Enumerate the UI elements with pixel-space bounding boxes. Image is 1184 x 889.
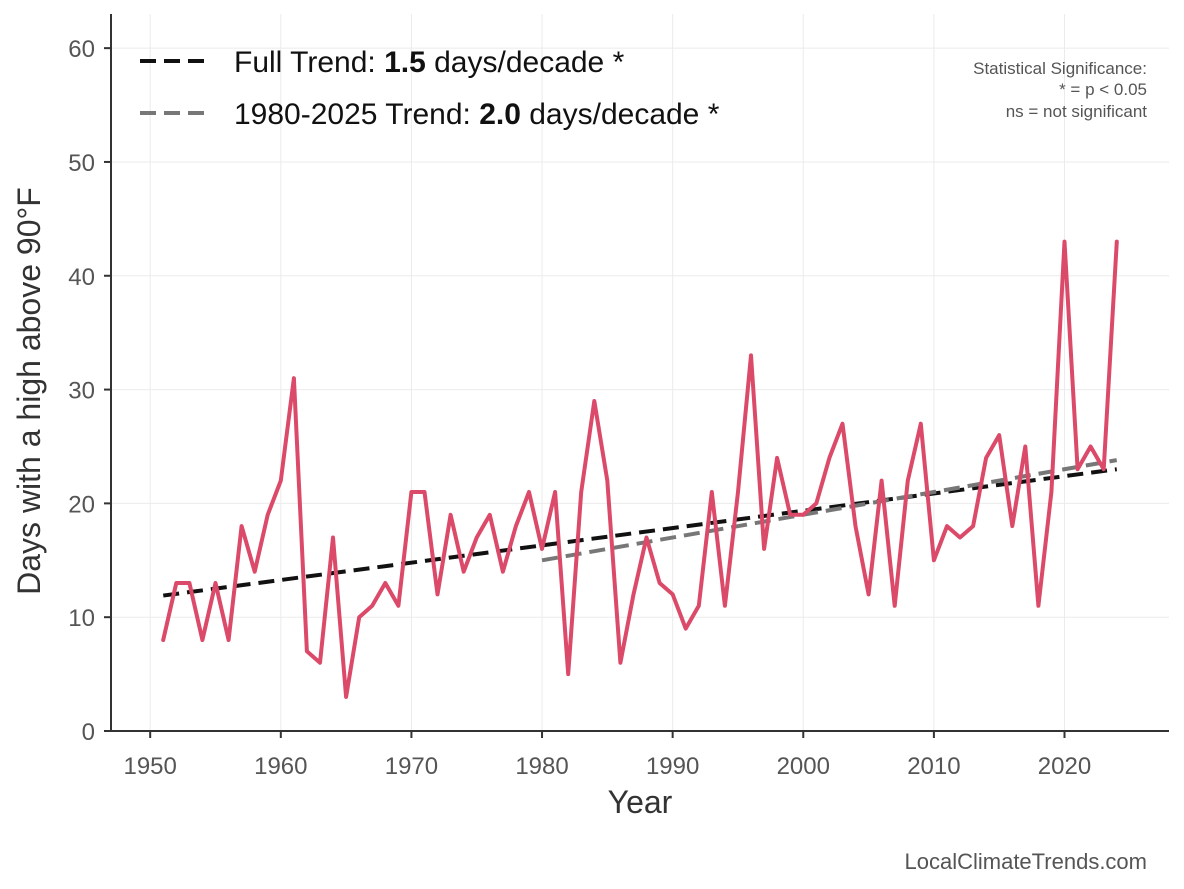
x-tick-label: 1990 xyxy=(646,753,699,780)
y-tick-label: 40 xyxy=(68,264,95,291)
y-tick-label: 10 xyxy=(68,605,95,632)
significance-note-line: ns = not significant xyxy=(1006,102,1148,121)
significance-note: Statistical Significance: * = p < 0.05 n… xyxy=(973,59,1147,121)
site-credit: LocalClimateTrends.com xyxy=(905,849,1148,874)
legend-recent-trend-label: 1980-2025 Trend: 2.0 days/decade * xyxy=(234,98,720,131)
y-tick-label: 30 xyxy=(68,378,95,405)
x-tick-label: 1960 xyxy=(254,753,307,780)
legend: Full Trend: 1.5 days/decade * 1980-2025 … xyxy=(140,46,720,131)
y-tick-label: 20 xyxy=(68,491,95,518)
x-tick-label: 1980 xyxy=(515,753,568,780)
y-tick-label: 60 xyxy=(68,36,95,63)
x-tick-label: 2010 xyxy=(907,753,960,780)
x-tick-label: 2000 xyxy=(777,753,830,780)
x-axis-title: Year xyxy=(608,784,673,820)
x-tick-label: 2020 xyxy=(1038,753,1091,780)
significance-note-line: * = p < 0.05 xyxy=(1059,80,1147,99)
axes xyxy=(104,14,1169,738)
significance-note-line: Statistical Significance: xyxy=(973,59,1147,78)
series-line xyxy=(161,239,1119,699)
y-tick-label: 50 xyxy=(68,150,95,177)
full-trend-line xyxy=(162,467,1118,598)
y-axis-title: Days with a high above 90°F xyxy=(11,187,47,595)
legend-full-trend-label: Full Trend: 1.5 days/decade * xyxy=(234,46,625,79)
data-series xyxy=(161,239,1119,699)
x-tick-label: 1970 xyxy=(385,753,438,780)
x-tick-label: 1950 xyxy=(123,753,176,780)
tick-labels: 1950 1960 1970 1980 1990 2000 2010 2020 0 10 20 30 4… xyxy=(68,36,1091,780)
grid xyxy=(111,14,1169,732)
y-tick-label: 0 xyxy=(82,719,95,746)
